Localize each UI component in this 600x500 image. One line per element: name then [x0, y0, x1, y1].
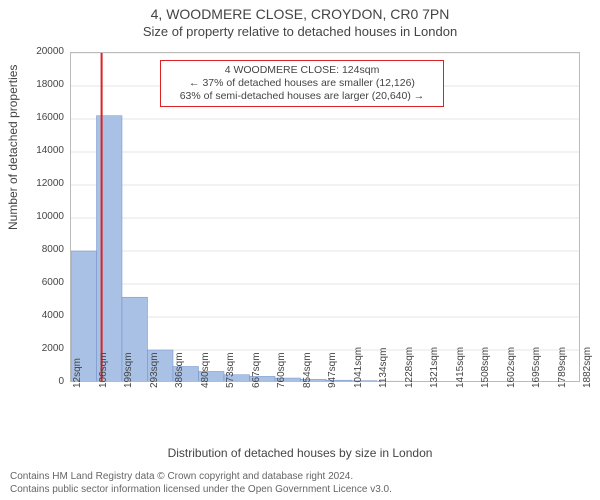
y-tick: 2000 [14, 343, 64, 354]
x-axis-label: Distribution of detached houses by size … [0, 446, 600, 460]
x-tick: 106sqm [98, 352, 109, 388]
chart-plot: 0200040006000800010000120001400016000180… [70, 52, 580, 382]
x-tick: 1415sqm [455, 347, 466, 388]
x-tick: 480sqm [200, 352, 211, 388]
x-tick: 760sqm [276, 352, 287, 388]
x-tick: 573sqm [225, 352, 236, 388]
x-tick: 12sqm [72, 358, 83, 388]
y-tick: 18000 [14, 79, 64, 90]
y-tick: 0 [14, 376, 64, 387]
x-tick: 1508sqm [480, 347, 491, 388]
footer-text: Contains HM Land Registry data © Crown c… [10, 470, 392, 496]
x-tick: 1789sqm [557, 347, 568, 388]
x-tick: 199sqm [123, 352, 134, 388]
y-tick: 8000 [14, 244, 64, 255]
x-tick: 293sqm [149, 352, 160, 388]
y-tick: 10000 [14, 211, 64, 222]
y-tick: 16000 [14, 112, 64, 123]
y-tick: 12000 [14, 178, 64, 189]
page-subtitle: Size of property relative to detached ho… [0, 22, 600, 39]
x-tick: 1228sqm [404, 347, 415, 388]
page-title: 4, WOODMERE CLOSE, CROYDON, CR0 7PN [0, 0, 600, 22]
x-tick: 1602sqm [506, 347, 517, 388]
annotation-line-2: ← 37% of detached houses are smaller (12… [167, 77, 437, 90]
x-tick: 1695sqm [531, 347, 542, 388]
x-tick: 1134sqm [378, 348, 389, 388]
footer-line-1: Contains HM Land Registry data © Crown c… [10, 470, 392, 483]
annotation-line-1: 4 WOODMERE CLOSE: 124sqm [167, 64, 437, 77]
x-tick: 386sqm [174, 352, 185, 388]
x-tick: 667sqm [251, 352, 262, 388]
y-tick: 14000 [14, 145, 64, 156]
x-tick: 1321sqm [429, 347, 440, 388]
x-tick: 947sqm [327, 352, 338, 388]
histogram-bar [97, 116, 123, 382]
annotation-box: 4 WOODMERE CLOSE: 124sqm ← 37% of detach… [160, 60, 444, 107]
x-tick: 1882sqm [582, 347, 593, 388]
y-tick: 4000 [14, 310, 64, 321]
y-tick: 6000 [14, 277, 64, 288]
annotation-line-3: 63% of semi-detached houses are larger (… [167, 90, 437, 103]
x-tick: 854sqm [302, 352, 313, 388]
x-tick: 1041sqm [353, 347, 364, 388]
y-tick: 20000 [14, 46, 64, 57]
footer-line-2: Contains public sector information licen… [10, 483, 392, 496]
